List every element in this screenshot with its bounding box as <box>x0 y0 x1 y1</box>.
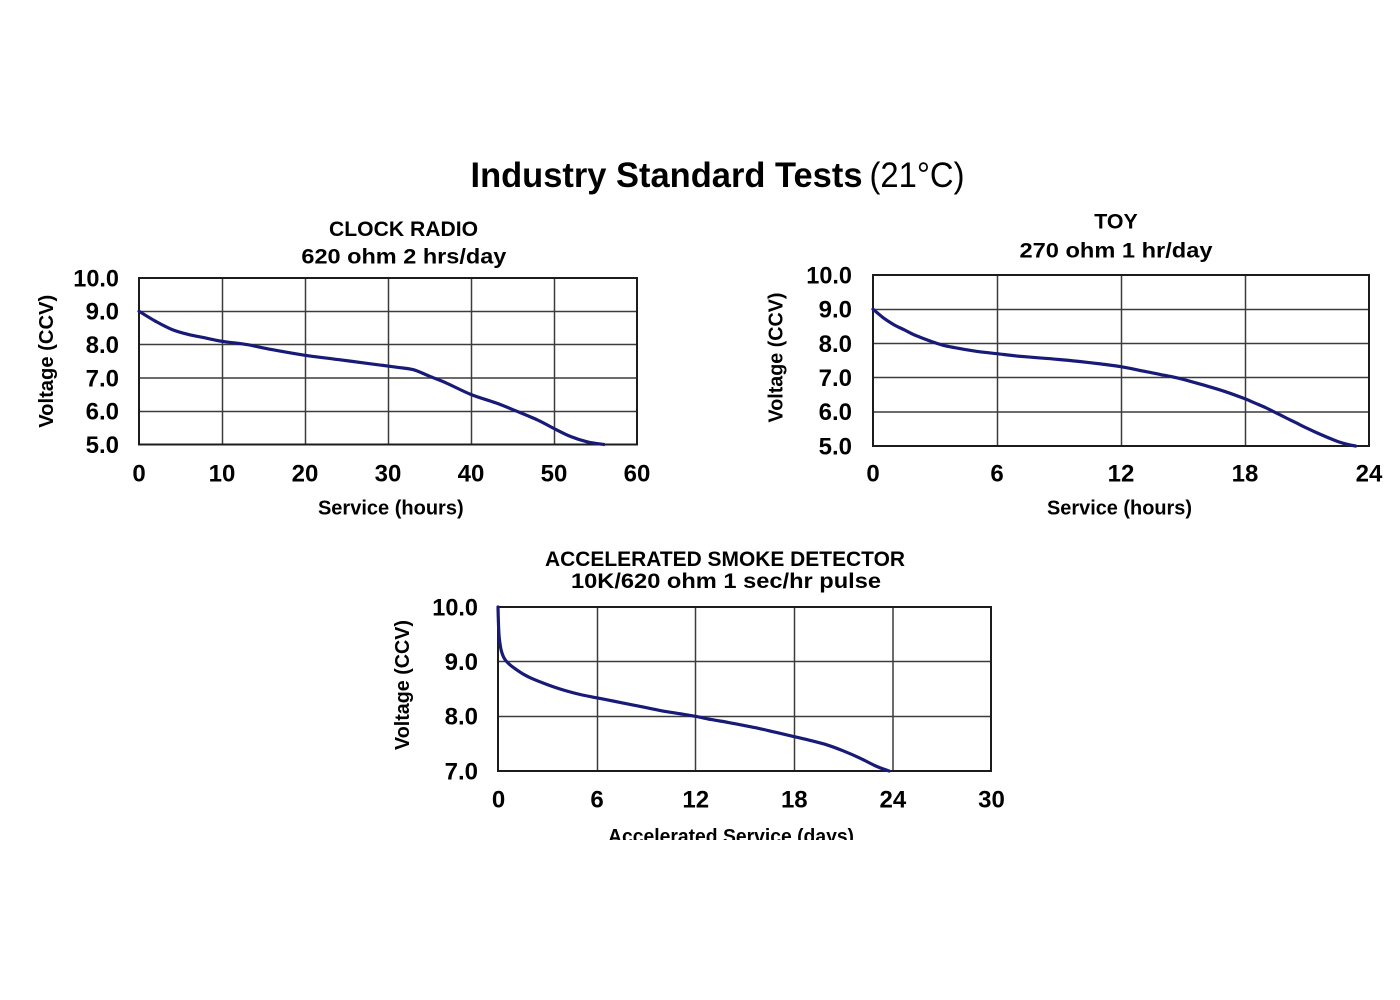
svg-text:Accelerated Service (days): Accelerated Service (days) <box>608 826 854 848</box>
svg-text:CLOCK RADIO: CLOCK RADIO <box>329 217 478 241</box>
svg-text:8.0: 8.0 <box>445 704 478 731</box>
svg-text:620 ohm 2 hrs/day: 620 ohm 2 hrs/day <box>301 244 506 268</box>
svg-text:Voltage (CCV): Voltage (CCV) <box>36 295 58 428</box>
svg-text:7.0: 7.0 <box>819 365 852 392</box>
svg-text:18: 18 <box>781 786 808 813</box>
svg-text:30: 30 <box>375 460 402 487</box>
svg-text:9.0: 9.0 <box>86 299 119 326</box>
svg-text:6.0: 6.0 <box>86 399 119 426</box>
svg-text:10.0: 10.0 <box>432 594 478 621</box>
svg-text:0: 0 <box>492 786 505 813</box>
svg-text:TOY: TOY <box>1094 210 1138 234</box>
svg-text:12: 12 <box>1108 460 1135 487</box>
svg-text:0: 0 <box>132 460 145 487</box>
svg-text:Service (hours): Service (hours) <box>1047 498 1192 520</box>
svg-text:10.0: 10.0 <box>806 262 852 289</box>
svg-text:Service (hours): Service (hours) <box>318 498 464 520</box>
svg-text:(21°C): (21°C) <box>870 156 965 195</box>
svg-text:18: 18 <box>1232 460 1259 487</box>
svg-text:30: 30 <box>978 786 1005 813</box>
svg-text:10: 10 <box>209 460 236 487</box>
svg-text:10K/620 ohm 1 sec/hr pulse: 10K/620 ohm 1 sec/hr pulse <box>571 569 881 593</box>
svg-text:5.0: 5.0 <box>819 433 852 460</box>
svg-text:24: 24 <box>1356 460 1383 487</box>
svg-text:10.0: 10.0 <box>73 265 119 292</box>
svg-text:ACCELERATED SMOKE DETECTOR: ACCELERATED SMOKE DETECTOR <box>545 547 905 571</box>
svg-text:20: 20 <box>292 460 319 487</box>
svg-text:9.0: 9.0 <box>445 649 478 676</box>
svg-text:24: 24 <box>880 786 907 813</box>
svg-text:6: 6 <box>590 786 603 813</box>
svg-text:50: 50 <box>541 460 568 487</box>
svg-text:7.0: 7.0 <box>86 365 119 392</box>
svg-text:9.0: 9.0 <box>819 297 852 324</box>
svg-text:Industry Standard Tests: Industry Standard Tests <box>471 156 863 195</box>
svg-text:Voltage (CCV): Voltage (CCV) <box>765 293 787 423</box>
svg-text:60: 60 <box>624 460 651 487</box>
svg-text:5.0: 5.0 <box>86 432 119 459</box>
svg-text:8.0: 8.0 <box>86 332 119 359</box>
svg-text:Voltage (CCV): Voltage (CCV) <box>392 620 414 750</box>
svg-text:8.0: 8.0 <box>819 331 852 358</box>
svg-text:0: 0 <box>866 460 879 487</box>
svg-text:40: 40 <box>458 460 485 487</box>
svg-text:12: 12 <box>682 786 709 813</box>
svg-text:6: 6 <box>990 460 1003 487</box>
svg-text:270 ohm 1 hr/day: 270 ohm 1 hr/day <box>1020 238 1213 262</box>
svg-text:6.0: 6.0 <box>819 399 852 426</box>
svg-text:7.0: 7.0 <box>445 758 478 785</box>
